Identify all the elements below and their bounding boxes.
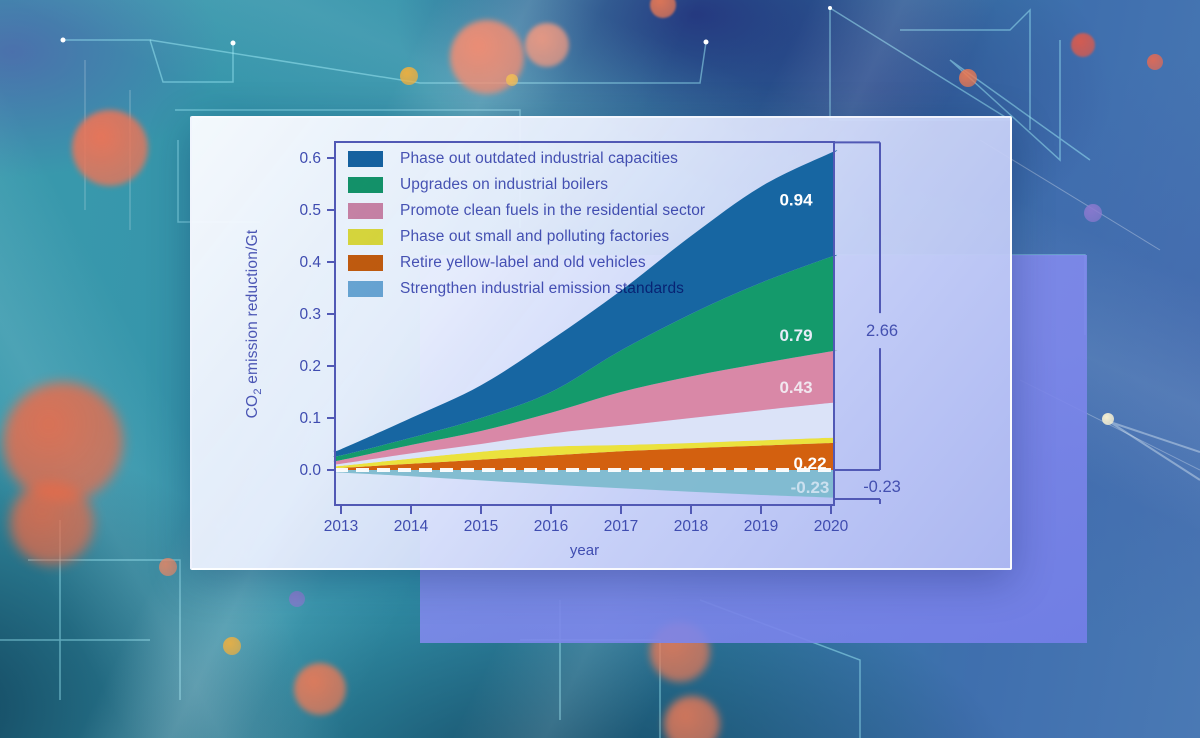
area-band bbox=[333, 442, 838, 470]
bracket-value-label: 2.66 bbox=[866, 322, 898, 340]
x-tick-label: 2014 bbox=[394, 518, 429, 535]
legend-swatch-icon bbox=[348, 281, 383, 297]
decorative-dot bbox=[650, 0, 676, 18]
area-band bbox=[333, 350, 838, 465]
decorative-dot bbox=[159, 558, 177, 576]
decorative-dot bbox=[664, 696, 720, 738]
legend-label: Upgrades on industrial boilers bbox=[400, 176, 609, 193]
legend-item: Strengthen industrial emission standards bbox=[348, 276, 705, 302]
legend-item: Phase out outdated industrial capacities bbox=[348, 146, 705, 172]
area-value-label: 0.79 bbox=[779, 326, 812, 345]
area-chart-svg: 0.0 0.1 0.2 0.3 0.4 0.5 0.6 2013 2014 2015 2016 201… bbox=[299, 141, 901, 559]
chart-legend: Phase out outdated industrial capacities… bbox=[348, 146, 705, 302]
area-band bbox=[333, 402, 838, 467]
legend-swatch-icon bbox=[348, 151, 383, 167]
decorative-dot bbox=[289, 591, 305, 607]
decorative-dot bbox=[525, 23, 569, 67]
legend-item: Retire yellow-label and old vehicles bbox=[348, 250, 705, 276]
bracket-value-label: -0.23 bbox=[863, 478, 901, 496]
legend-label: Retire yellow-label and old vehicles bbox=[400, 254, 646, 271]
decorative-dot bbox=[72, 110, 148, 186]
x-tick-label: 2013 bbox=[324, 518, 358, 535]
area-value-label: -0.23 bbox=[791, 478, 830, 497]
x-axis-title: year bbox=[570, 542, 599, 559]
legend-item: Upgrades on industrial boilers bbox=[348, 172, 705, 198]
y-tick-label: 0.3 bbox=[299, 306, 321, 323]
legend-label: Promote clean fuels in the residential s… bbox=[400, 202, 706, 219]
legend-label: Phase out small and polluting factories bbox=[400, 228, 670, 245]
legend-swatch-icon bbox=[348, 177, 383, 193]
decorative-dot bbox=[506, 74, 518, 86]
y-tick-label: 0.2 bbox=[299, 358, 321, 375]
area-band bbox=[333, 437, 838, 469]
decorative-dot bbox=[959, 69, 977, 87]
y-axis-title-text: CO bbox=[243, 394, 261, 419]
y-tick-label: 0.6 bbox=[299, 150, 321, 167]
y-axis-title-text-2: emission reduction/Gt bbox=[243, 229, 261, 389]
legend-label: Strengthen industrial emission standards bbox=[400, 280, 685, 297]
legend-item: Phase out small and polluting factories bbox=[348, 224, 705, 250]
area-value-label: 0.43 bbox=[779, 378, 812, 397]
x-tick-label: 2016 bbox=[534, 518, 568, 535]
x-tick-label: 2018 bbox=[674, 518, 708, 535]
decorative-dot bbox=[400, 67, 418, 85]
y-axis-title-subscript: 2 bbox=[252, 388, 265, 395]
x-tick-label: 2020 bbox=[814, 518, 849, 535]
chart-panel: 0.0 0.1 0.2 0.3 0.4 0.5 0.6 2013 2014 2015 2016 201… bbox=[190, 116, 1012, 570]
y-tick-label: 0.4 bbox=[299, 254, 321, 271]
x-tick-label: 2015 bbox=[464, 518, 498, 535]
y-tick-label: 0.1 bbox=[299, 410, 321, 427]
decorative-dot bbox=[1071, 33, 1095, 57]
plot-frame bbox=[334, 141, 835, 506]
x-tick-label: 2017 bbox=[604, 518, 638, 535]
decorative-dot bbox=[454, 92, 472, 110]
decorative-dot bbox=[1084, 204, 1102, 222]
decorative-dot bbox=[294, 663, 346, 715]
legend-swatch-icon bbox=[348, 203, 383, 219]
legend-item: Promote clean fuels in the residential s… bbox=[348, 198, 705, 224]
area-value-label: 0.22 bbox=[793, 454, 826, 473]
area-band bbox=[333, 254, 838, 462]
area-band-negative bbox=[333, 470, 838, 498]
decorative-dot bbox=[1147, 54, 1163, 70]
legend-label: Phase out outdated industrial capacities bbox=[400, 150, 679, 167]
y-tick-label: 0.0 bbox=[299, 462, 321, 479]
decorative-dot bbox=[223, 637, 241, 655]
decorative-dot bbox=[1102, 413, 1114, 425]
y-tick-label: 0.5 bbox=[299, 202, 321, 219]
area-value-label: 0.94 bbox=[779, 191, 813, 210]
y-axis-title: CO2 emission reduction/Gt bbox=[244, 230, 264, 419]
area-band bbox=[333, 150, 838, 457]
x-tick-label: 2019 bbox=[744, 518, 778, 535]
legend-swatch-icon bbox=[348, 229, 383, 245]
legend-swatch-icon bbox=[348, 255, 383, 271]
decorative-dot bbox=[10, 481, 94, 565]
